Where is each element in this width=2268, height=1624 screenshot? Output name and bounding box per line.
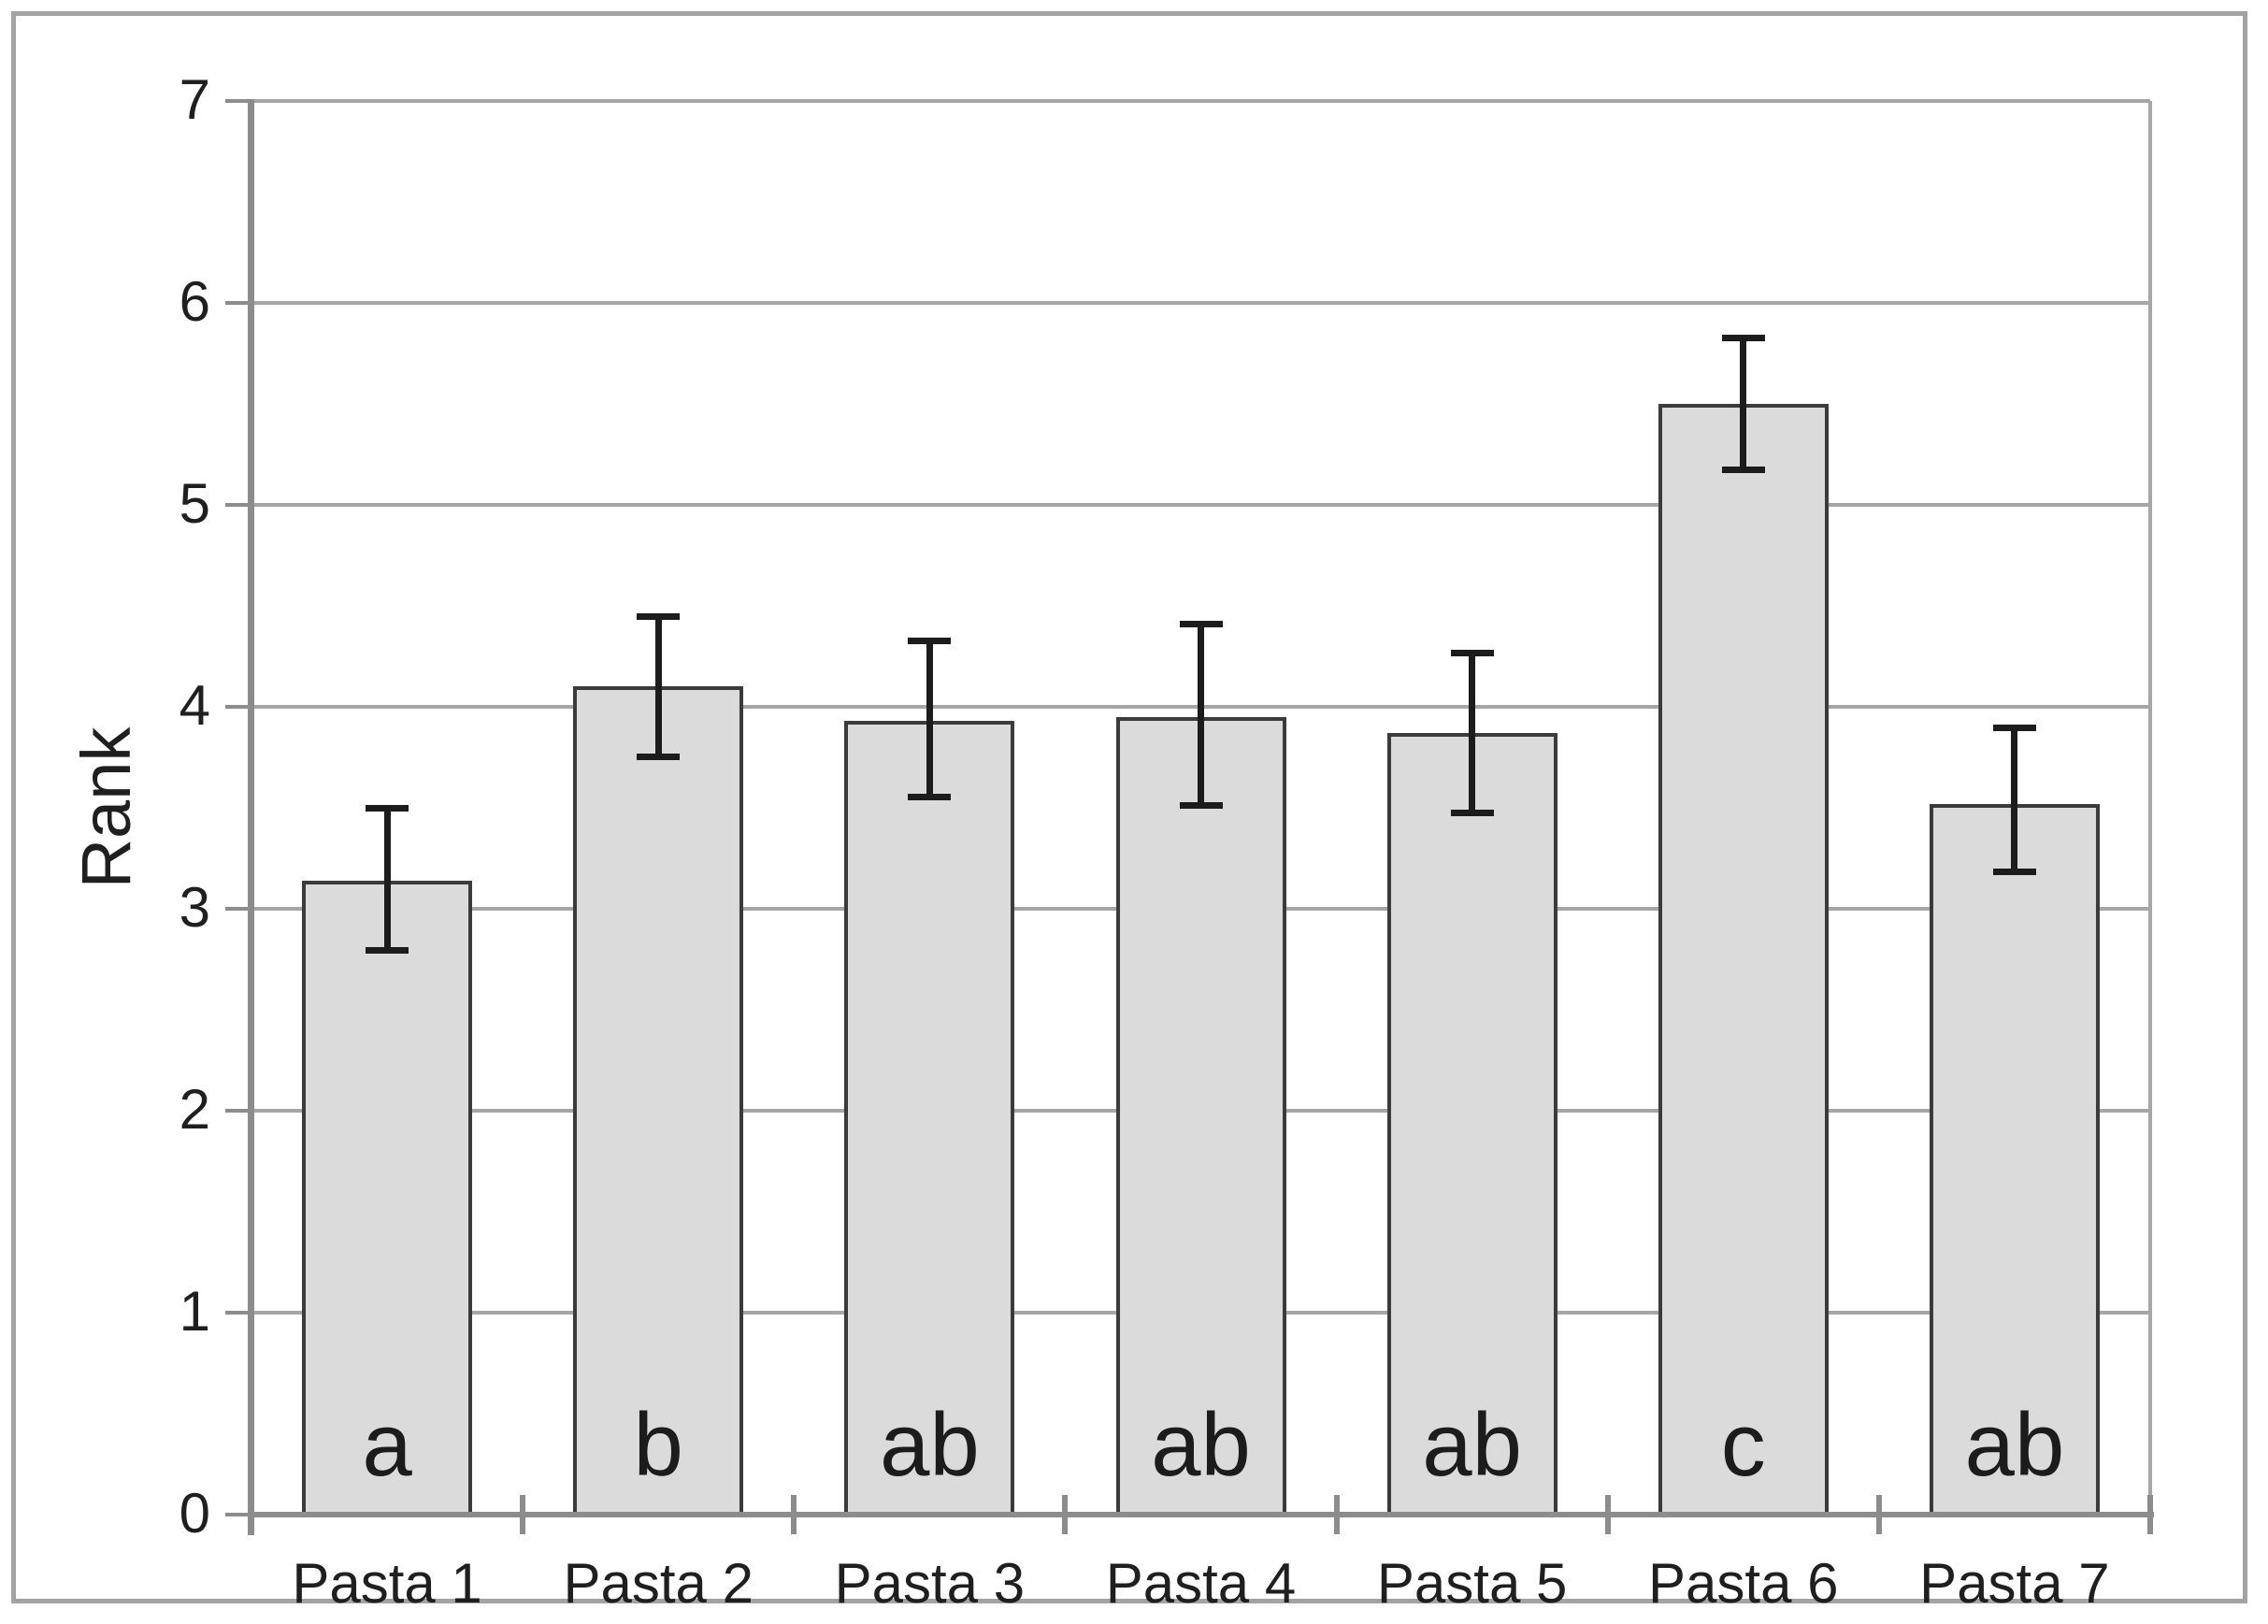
error-bar-cap-top <box>366 805 409 812</box>
x-axis-line <box>248 1512 2154 1517</box>
significance-letter: ab <box>1422 1395 1523 1495</box>
error-bar-line <box>1198 624 1204 806</box>
gridline <box>251 301 2150 305</box>
gridline <box>251 503 2150 507</box>
error-bar-cap-top <box>1450 649 1494 656</box>
error-bar-line <box>926 640 933 798</box>
x-category-label: Pasta 7 <box>1919 1552 2110 1615</box>
error-bar-line <box>654 615 662 757</box>
y-axis-tick <box>225 705 251 709</box>
x-category-label: Pasta 5 <box>1376 1552 1568 1615</box>
y-axis-tick <box>225 503 251 507</box>
error-bar-cap-top <box>1179 621 1223 628</box>
bar <box>1658 404 1829 1515</box>
x-axis-tick <box>1333 1495 1340 1534</box>
y-tick-label: 6 <box>179 269 210 333</box>
error-bar-line <box>2011 726 2018 873</box>
x-category-label: Pasta 4 <box>1105 1552 1297 1615</box>
significance-letter: c <box>1720 1395 1766 1495</box>
y-tick-label: 3 <box>179 875 210 939</box>
y-tick-label: 2 <box>179 1077 210 1141</box>
error-bar-cap-bottom <box>1721 467 1765 474</box>
x-axis-tick <box>1875 1495 1882 1534</box>
error-bar-cap-top <box>1992 724 2036 731</box>
y-tick-label: 7 <box>179 67 210 131</box>
y-axis-tick <box>225 99 251 103</box>
y-tick-label: 5 <box>179 471 210 535</box>
error-bar-line <box>383 808 391 952</box>
y-axis-tick <box>225 1311 251 1315</box>
gridline <box>251 99 2150 103</box>
error-bar-line <box>1469 652 1476 814</box>
error-bar-cap-bottom <box>1992 869 2036 876</box>
significance-letter: ab <box>1964 1395 2065 1495</box>
x-axis-tick <box>791 1495 797 1534</box>
x-axis-tick <box>249 1495 254 1534</box>
significance-letter: a <box>362 1395 412 1495</box>
y-axis-tick <box>225 301 251 305</box>
x-category-label: Pasta 2 <box>563 1552 754 1615</box>
error-bar-cap-top <box>908 637 952 644</box>
x-axis-tick <box>1062 1495 1069 1534</box>
error-bar-cap-bottom <box>366 947 409 955</box>
bar <box>573 686 744 1515</box>
figure-frame: Rank 0 1 2 3 4 5 6 7 a Pasta 1 b Pasta 2 ab Pasta 3 ab… <box>11 11 2247 1612</box>
x-axis-tick <box>2147 1495 2153 1534</box>
significance-letter: b <box>633 1395 683 1495</box>
bar <box>844 721 1015 1515</box>
y-axis-tick <box>225 1513 251 1516</box>
bar <box>1386 733 1557 1515</box>
x-axis-tick <box>520 1495 526 1534</box>
y-tick-label: 0 <box>179 1481 210 1545</box>
error-bar-cap-bottom <box>908 794 952 801</box>
significance-letter: ab <box>1151 1395 1251 1495</box>
y-axis-tick <box>225 907 251 911</box>
error-bar-cap-bottom <box>1179 801 1223 809</box>
error-bar-cap-bottom <box>1450 810 1494 817</box>
x-category-label: Pasta 6 <box>1648 1552 1839 1615</box>
bar <box>1929 803 2100 1515</box>
plot-right-border <box>2148 101 2152 1515</box>
y-tick-label: 1 <box>179 1279 210 1343</box>
bar <box>302 880 473 1515</box>
x-axis-tick <box>1604 1495 1611 1534</box>
y-axis-tick <box>225 1109 251 1113</box>
error-bar-cap-top <box>1721 334 1765 341</box>
error-bar-line <box>1740 337 1747 471</box>
significance-letter: ab <box>879 1395 980 1495</box>
error-bar-cap-top <box>637 612 681 620</box>
x-category-label: Pasta 1 <box>292 1552 482 1615</box>
x-category-label: Pasta 3 <box>834 1552 1026 1615</box>
error-bar-cap-bottom <box>637 754 681 760</box>
plot-area: 0 1 2 3 4 5 6 7 a Pasta 1 b Pasta 2 ab Pasta 3 ab Pasta… <box>179 71 2154 1612</box>
y-axis-title: Rank <box>67 726 145 889</box>
y-tick-label: 4 <box>179 673 210 737</box>
y-axis-line <box>248 99 254 1535</box>
